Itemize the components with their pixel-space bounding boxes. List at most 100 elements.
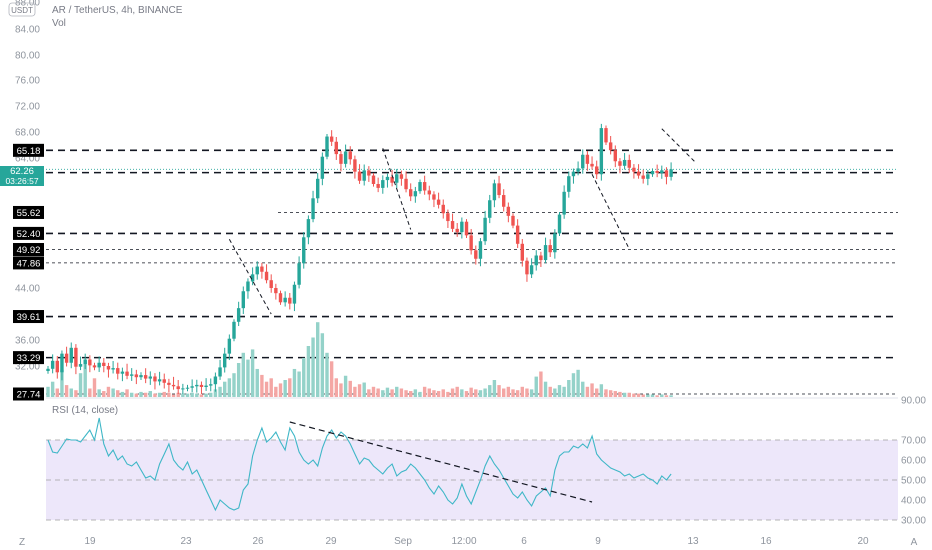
rsi-axis: 90.00 70.00 60.00 50.00 40.00 30.00 <box>901 396 926 527</box>
candle-body-45 <box>255 266 259 275</box>
candle-body-50 <box>278 293 283 303</box>
candle-body-114 <box>576 168 580 172</box>
candle-body-82 <box>427 190 431 195</box>
trendlines <box>228 128 695 315</box>
candle-body-72 <box>381 180 385 188</box>
volume-bar-1 <box>50 381 55 397</box>
candle-body-59 <box>320 156 325 179</box>
price-axis[interactable]: 88.00 84.00 80.00 76.00 72.00 68.00 64.00 44.00… <box>15 0 40 373</box>
candle-body-127 <box>636 171 641 176</box>
rsi-tick-1: 70.00 <box>901 436 926 447</box>
candle-body-13 <box>106 366 111 370</box>
symbol-title[interactable]: AR / TetherUS, 4h, BINANCE <box>52 5 183 16</box>
candle-body-102 <box>520 243 524 261</box>
price-tick-2: 80.00 <box>15 51 40 62</box>
volume-bar-15 <box>116 390 120 397</box>
candle-body-17 <box>125 371 129 376</box>
candle-body-73 <box>385 176 390 181</box>
level-labels: 65.1861.7555.6252.4049.9247.8639.6133.29… <box>13 143 44 401</box>
candle-body-109 <box>553 233 557 253</box>
level-label-6: 39.61 <box>17 312 41 323</box>
candle-body-10 <box>92 365 97 368</box>
rsi-label[interactable]: RSI (14, close) <box>52 405 118 416</box>
volume-bar-81 <box>422 386 427 397</box>
time-tick-7: 9 <box>595 536 601 547</box>
volume-bar-82 <box>427 388 431 397</box>
volume-bar-97 <box>497 385 501 397</box>
level-label-7: 33.29 <box>17 353 41 364</box>
volume-bar-79 <box>413 389 418 397</box>
volume-bar-64 <box>343 375 348 397</box>
volume-bar-80 <box>418 391 422 397</box>
level-label-bg-2 <box>13 205 44 219</box>
currency-badge-text: USDT <box>11 6 33 15</box>
candle-body-101 <box>515 225 520 244</box>
candle-body-16 <box>120 371 125 374</box>
candle-body-115 <box>581 154 585 169</box>
volume-bar-41 <box>236 363 241 397</box>
candle-body-119 <box>599 128 604 175</box>
volume-bar-23 <box>153 393 157 397</box>
candle-body-25 <box>162 379 166 383</box>
candle-body-36 <box>213 376 218 385</box>
candle-body-88 <box>455 228 459 233</box>
volume-bar-126 <box>632 393 636 397</box>
volume-bar-134 <box>669 395 673 397</box>
volume-bar-10 <box>92 378 97 397</box>
volume-bar-122 <box>613 391 617 397</box>
volume-bar-65 <box>348 380 352 397</box>
rsi-line <box>47 417 672 512</box>
candle-body-104 <box>529 265 534 275</box>
trendline-2 <box>591 174 630 250</box>
volume-bar-34 <box>204 393 208 397</box>
candle-body-66 <box>353 159 357 172</box>
volume-bar-32 <box>195 393 199 397</box>
candle-body-3 <box>60 353 64 373</box>
volume-bar-20 <box>139 391 143 397</box>
candle-body-55 <box>302 237 306 264</box>
volume-bar-110 <box>557 385 562 397</box>
candle-body-92 <box>474 250 478 259</box>
volume-bar-70 <box>371 386 376 397</box>
volume-bar-31 <box>190 392 194 397</box>
candle-body-108 <box>548 245 552 253</box>
candle-body-118 <box>595 166 599 175</box>
volume-bar-11 <box>97 389 101 397</box>
level-label-bg-5 <box>13 256 44 270</box>
level-label-0: 65.18 <box>17 146 41 157</box>
candle-body-14 <box>111 368 115 370</box>
candle-body-94 <box>483 217 487 242</box>
candle-body-89 <box>460 221 464 233</box>
volume-bar-131 <box>655 395 659 397</box>
candle-body-39 <box>227 338 232 354</box>
candle-body-71 <box>376 184 380 188</box>
candle-body-21 <box>143 375 148 379</box>
volume-bar-33 <box>199 394 204 397</box>
volume-bar-9 <box>88 388 92 397</box>
volume-bar-18 <box>130 392 134 397</box>
volume-bar-98 <box>502 388 506 397</box>
candle-body-7 <box>78 364 83 367</box>
level-label-bg-0 <box>13 143 44 157</box>
level-label-8: 27.74 <box>17 390 41 401</box>
candle-body-93 <box>478 241 483 259</box>
volume-bar-92 <box>474 389 478 397</box>
volume-bar-133 <box>664 395 669 397</box>
volume-bar-38 <box>223 381 227 397</box>
candle-body-12 <box>102 362 106 366</box>
timezone-icon[interactable]: Z <box>19 537 25 548</box>
volume-bar-100 <box>511 389 515 397</box>
price-tick-7: 44.00 <box>15 284 40 295</box>
candle-body-37 <box>218 367 222 377</box>
volume-bar-44 <box>250 349 255 397</box>
volume-bar-132 <box>660 394 664 397</box>
auto-scale-icon[interactable]: A <box>911 537 918 548</box>
time-axis[interactable]: 19 23 26 29 Sep 12:00 6 9 13 16 20 <box>84 536 869 547</box>
candle-body-9 <box>88 359 92 366</box>
volume-bar-6 <box>74 390 78 397</box>
volume-bar-86 <box>446 391 450 397</box>
price-tick-5: 68.00 <box>15 128 40 139</box>
candle-body-133 <box>664 170 669 177</box>
volume-bar-94 <box>483 388 487 397</box>
volume-bar-120 <box>604 389 608 397</box>
